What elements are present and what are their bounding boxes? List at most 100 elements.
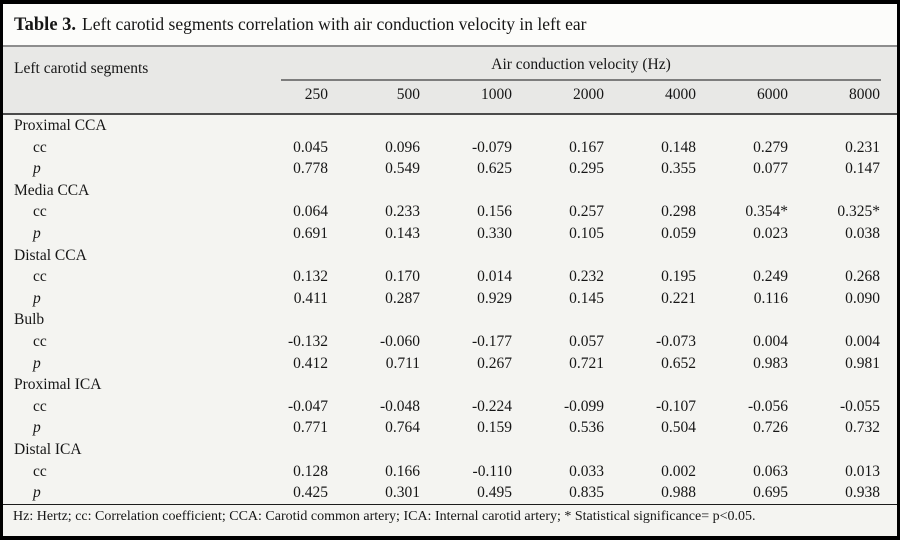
cc-row: cc -0.132 -0.060 -0.177 0.057 -0.073 0.0…	[3, 331, 897, 353]
correlation-table: Left carotid segments Air conduction vel…	[3, 47, 897, 504]
value-cell: 0.033	[569, 462, 604, 480]
segment-label: Distal ICA	[14, 440, 82, 458]
value-cell: 0.014	[477, 268, 512, 286]
column-header: 8000	[805, 81, 897, 115]
value-cell: 0.059	[661, 224, 696, 242]
value-cell: -0.132	[287, 332, 328, 350]
value-cell: 0.771	[293, 419, 328, 437]
value-cell: 0.411	[293, 289, 328, 307]
value-cell: 0.023	[753, 224, 788, 242]
value-cell: 0.096	[385, 138, 420, 156]
value-cell: 0.988	[661, 484, 696, 502]
segment-row: Proximal CCA	[3, 114, 897, 137]
value-cell: 0.145	[569, 289, 604, 307]
value-cell: 0.549	[385, 160, 420, 178]
value-cell: 0.257	[569, 203, 604, 221]
column-header: 1000	[437, 81, 529, 115]
value-cell: 0.105	[569, 224, 604, 242]
value-cell: 0.148	[661, 138, 696, 156]
value-cell: -0.110	[472, 462, 512, 480]
segment-label: Proximal CCA	[14, 117, 107, 134]
p-row: p 0.411 0.287 0.929 0.145 0.221 0.116 0.…	[3, 288, 897, 310]
value-cell: 0.695	[753, 484, 788, 502]
value-cell: 0.298	[661, 203, 696, 221]
value-cell: 0.267	[477, 354, 512, 372]
cc-row: cc 0.045 0.096 -0.079 0.167 0.148 0.279 …	[3, 137, 897, 159]
value-cell: -0.060	[379, 332, 420, 350]
value-cell: 0.057	[569, 332, 604, 350]
segment-label: Media CCA	[14, 181, 90, 199]
value-cell: 0.983	[753, 354, 788, 372]
value-cell: 0.249	[753, 268, 788, 286]
value-cell: 0.778	[293, 160, 328, 178]
row-label: cc	[33, 268, 47, 286]
value-cell: -0.107	[655, 397, 696, 415]
segment-row: Proximal ICA	[3, 374, 897, 396]
value-cell: 0.221	[661, 289, 696, 307]
row-label: p	[33, 160, 41, 178]
value-cell: 0.330	[477, 224, 512, 242]
table-number: Table 3.	[14, 15, 77, 35]
value-cell: 0.625	[477, 160, 512, 178]
row-label: cc	[33, 138, 47, 156]
value-cell: -0.224	[471, 397, 512, 415]
value-cell: 0.504	[661, 419, 696, 437]
row-label: cc	[33, 462, 47, 480]
value-cell: 0.721	[569, 354, 604, 372]
segment-row: Bulb	[3, 309, 897, 331]
p-row: p 0.412 0.711 0.267 0.721 0.652 0.983 0.…	[3, 353, 897, 375]
value-cell: 0.195	[661, 268, 696, 286]
value-cell: 0.116	[753, 289, 788, 307]
value-cell: 0.279	[753, 138, 788, 156]
segment-label: Distal CCA	[14, 246, 87, 264]
group-header-row: Left carotid segments Air conduction vel…	[3, 47, 897, 81]
value-cell: 0.354*	[745, 203, 788, 221]
cc-row: cc 0.128 0.166 -0.110 0.033 0.002 0.063 …	[3, 461, 897, 483]
row-label: p	[33, 224, 41, 242]
value-cell: 0.325*	[837, 203, 881, 221]
table-caption: Table 3. Left carotid segments correlatio…	[3, 4, 897, 45]
value-cell: 0.835	[569, 484, 604, 502]
cc-row: cc 0.064 0.233 0.156 0.257 0.298 0.354* …	[3, 201, 897, 223]
value-cell: 0.064	[293, 203, 328, 221]
value-cell: 0.412	[293, 354, 328, 372]
segment-row: Distal CCA	[3, 245, 897, 267]
segment-label: Bulb	[14, 311, 45, 329]
value-cell: 0.063	[753, 462, 788, 480]
value-cell: 0.045	[293, 138, 328, 156]
value-cell: -0.099	[563, 397, 604, 415]
column-header: 6000	[713, 81, 805, 115]
value-cell: 0.301	[385, 484, 420, 502]
value-cell: 0.002	[661, 462, 696, 480]
row-label: p	[33, 419, 41, 437]
row-label: cc	[33, 332, 47, 350]
value-cell: 0.038	[845, 224, 881, 242]
value-cell: 0.981	[845, 354, 881, 372]
value-cell: 0.495	[477, 484, 512, 502]
row-label: p	[33, 289, 41, 307]
value-cell: 0.929	[477, 289, 512, 307]
value-cell: 0.004	[753, 332, 788, 350]
segment-row: Distal ICA	[3, 439, 897, 461]
value-cell: -0.055	[839, 397, 881, 415]
header-spacer	[3, 81, 253, 115]
value-cell: 0.233	[385, 203, 420, 221]
value-cell: 0.004	[845, 332, 881, 350]
row-label: p	[33, 484, 41, 502]
value-cell: 0.295	[569, 160, 604, 178]
value-cell: 0.090	[845, 289, 881, 307]
row-label: p	[33, 354, 41, 372]
value-cell: -0.079	[471, 138, 512, 156]
value-cell: 0.652	[661, 354, 696, 372]
table-footnote: Hz: Hertz; cc: Correlation coefficient; …	[3, 503, 897, 536]
value-cell: 0.170	[385, 268, 420, 286]
column-header: 4000	[621, 81, 713, 115]
value-cell: 0.536	[569, 419, 604, 437]
p-row: p 0.778 0.549 0.625 0.295 0.355 0.077 0.…	[3, 158, 897, 180]
value-cell: -0.073	[655, 332, 696, 350]
frequency-header-row: 250 500 1000 2000 4000 6000 8000	[3, 81, 897, 115]
value-cell: -0.047	[287, 397, 328, 415]
corner-header: Left carotid segments	[14, 60, 149, 77]
value-cell: 0.159	[477, 419, 512, 437]
